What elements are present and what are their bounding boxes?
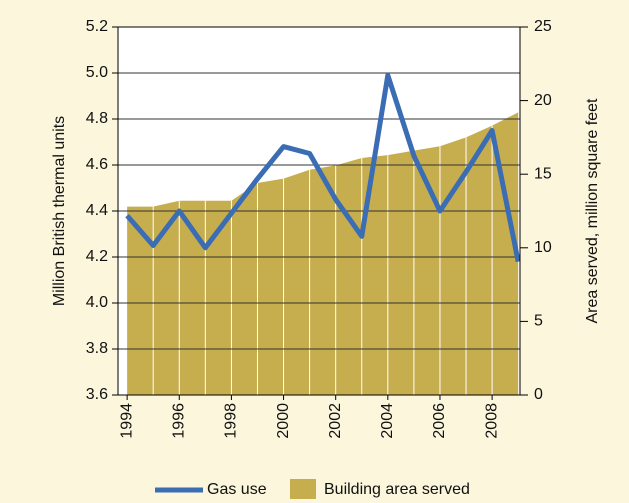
y2-tick-label: 25 bbox=[534, 18, 552, 35]
x-tick-label: 1998 bbox=[223, 403, 240, 439]
area bbox=[127, 112, 519, 395]
x-tick-label: 1996 bbox=[170, 403, 187, 439]
x-tick-label: 2000 bbox=[275, 403, 292, 439]
y-tick-label: 4.4 bbox=[86, 202, 108, 219]
y-axis-label: Million British thermal units bbox=[51, 116, 68, 306]
legend-label: Building area served bbox=[324, 481, 470, 498]
legend-swatch bbox=[290, 479, 316, 499]
y2-tick-label: 20 bbox=[534, 92, 552, 109]
y-tick-label: 4.6 bbox=[86, 156, 108, 173]
x-tick-label: 1994 bbox=[118, 403, 135, 439]
plot-frame bbox=[117, 26, 521, 396]
y2-tick-label: 0 bbox=[534, 386, 543, 403]
x-tick-label: 2006 bbox=[431, 403, 448, 439]
y-tick-label: 4.2 bbox=[86, 248, 108, 265]
y-tick-label: 3.6 bbox=[86, 386, 108, 403]
y-tick-label: 4.8 bbox=[86, 110, 108, 127]
y2-tick-label: 5 bbox=[534, 313, 543, 330]
x-tick-label: 2004 bbox=[379, 403, 396, 439]
line bbox=[125, 72, 521, 263]
x-tick-label: 2002 bbox=[327, 403, 344, 439]
y-tick-label: 5.2 bbox=[86, 18, 108, 35]
x-tick-label: 2008 bbox=[483, 403, 500, 439]
y2-axis-label: Area served, million square feet bbox=[584, 98, 601, 324]
y2-tick-label: 10 bbox=[534, 239, 552, 256]
y2-tick-label: 15 bbox=[534, 165, 552, 182]
y-tick-label: 3.8 bbox=[86, 340, 108, 357]
y-tick-label: 5.0 bbox=[86, 64, 108, 81]
y-tick-label: 4.0 bbox=[86, 294, 108, 311]
legend-label: Gas use bbox=[207, 481, 267, 498]
